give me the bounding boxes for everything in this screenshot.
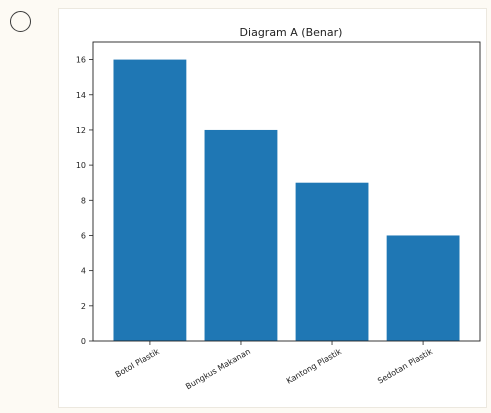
chart-title: Diagram A (Benar) — [240, 26, 343, 39]
chart-figure: Diagram A (Benar) 0 2 4 6 8 10 12 14 16 Botol Pl… — [58, 8, 487, 408]
bar-sedotan-plastik — [386, 235, 460, 341]
y-tick-label: 2 — [81, 302, 86, 311]
x-tick-label: Botol Plastik — [114, 347, 162, 380]
y-tick-label: 6 — [81, 231, 86, 240]
bar-botol-plastik — [113, 59, 187, 342]
y-tick-label: 0 — [81, 337, 86, 346]
y-tick-label: 16 — [76, 56, 86, 65]
bar-bungkus-makanan — [204, 129, 278, 341]
bar-chart: Diagram A (Benar) 0 2 4 6 8 10 12 14 16 Botol Pl… — [76, 26, 481, 391]
y-tick-label: 14 — [76, 91, 86, 100]
y-tick-label: 12 — [76, 126, 86, 135]
bar-kantong-plastik — [295, 182, 369, 341]
y-tick-label: 8 — [81, 196, 86, 205]
x-tick-label: Sedotan Plastik — [376, 347, 434, 386]
y-tick-label: 10 — [76, 161, 86, 170]
x-tick-label: Kantong Plastik — [285, 347, 343, 386]
plot-area-frame — [92, 41, 481, 342]
y-tick-label: 4 — [81, 267, 86, 276]
answer-radio-button[interactable] — [10, 11, 31, 32]
x-tick-label: Bungkus Makanan — [184, 347, 252, 391]
